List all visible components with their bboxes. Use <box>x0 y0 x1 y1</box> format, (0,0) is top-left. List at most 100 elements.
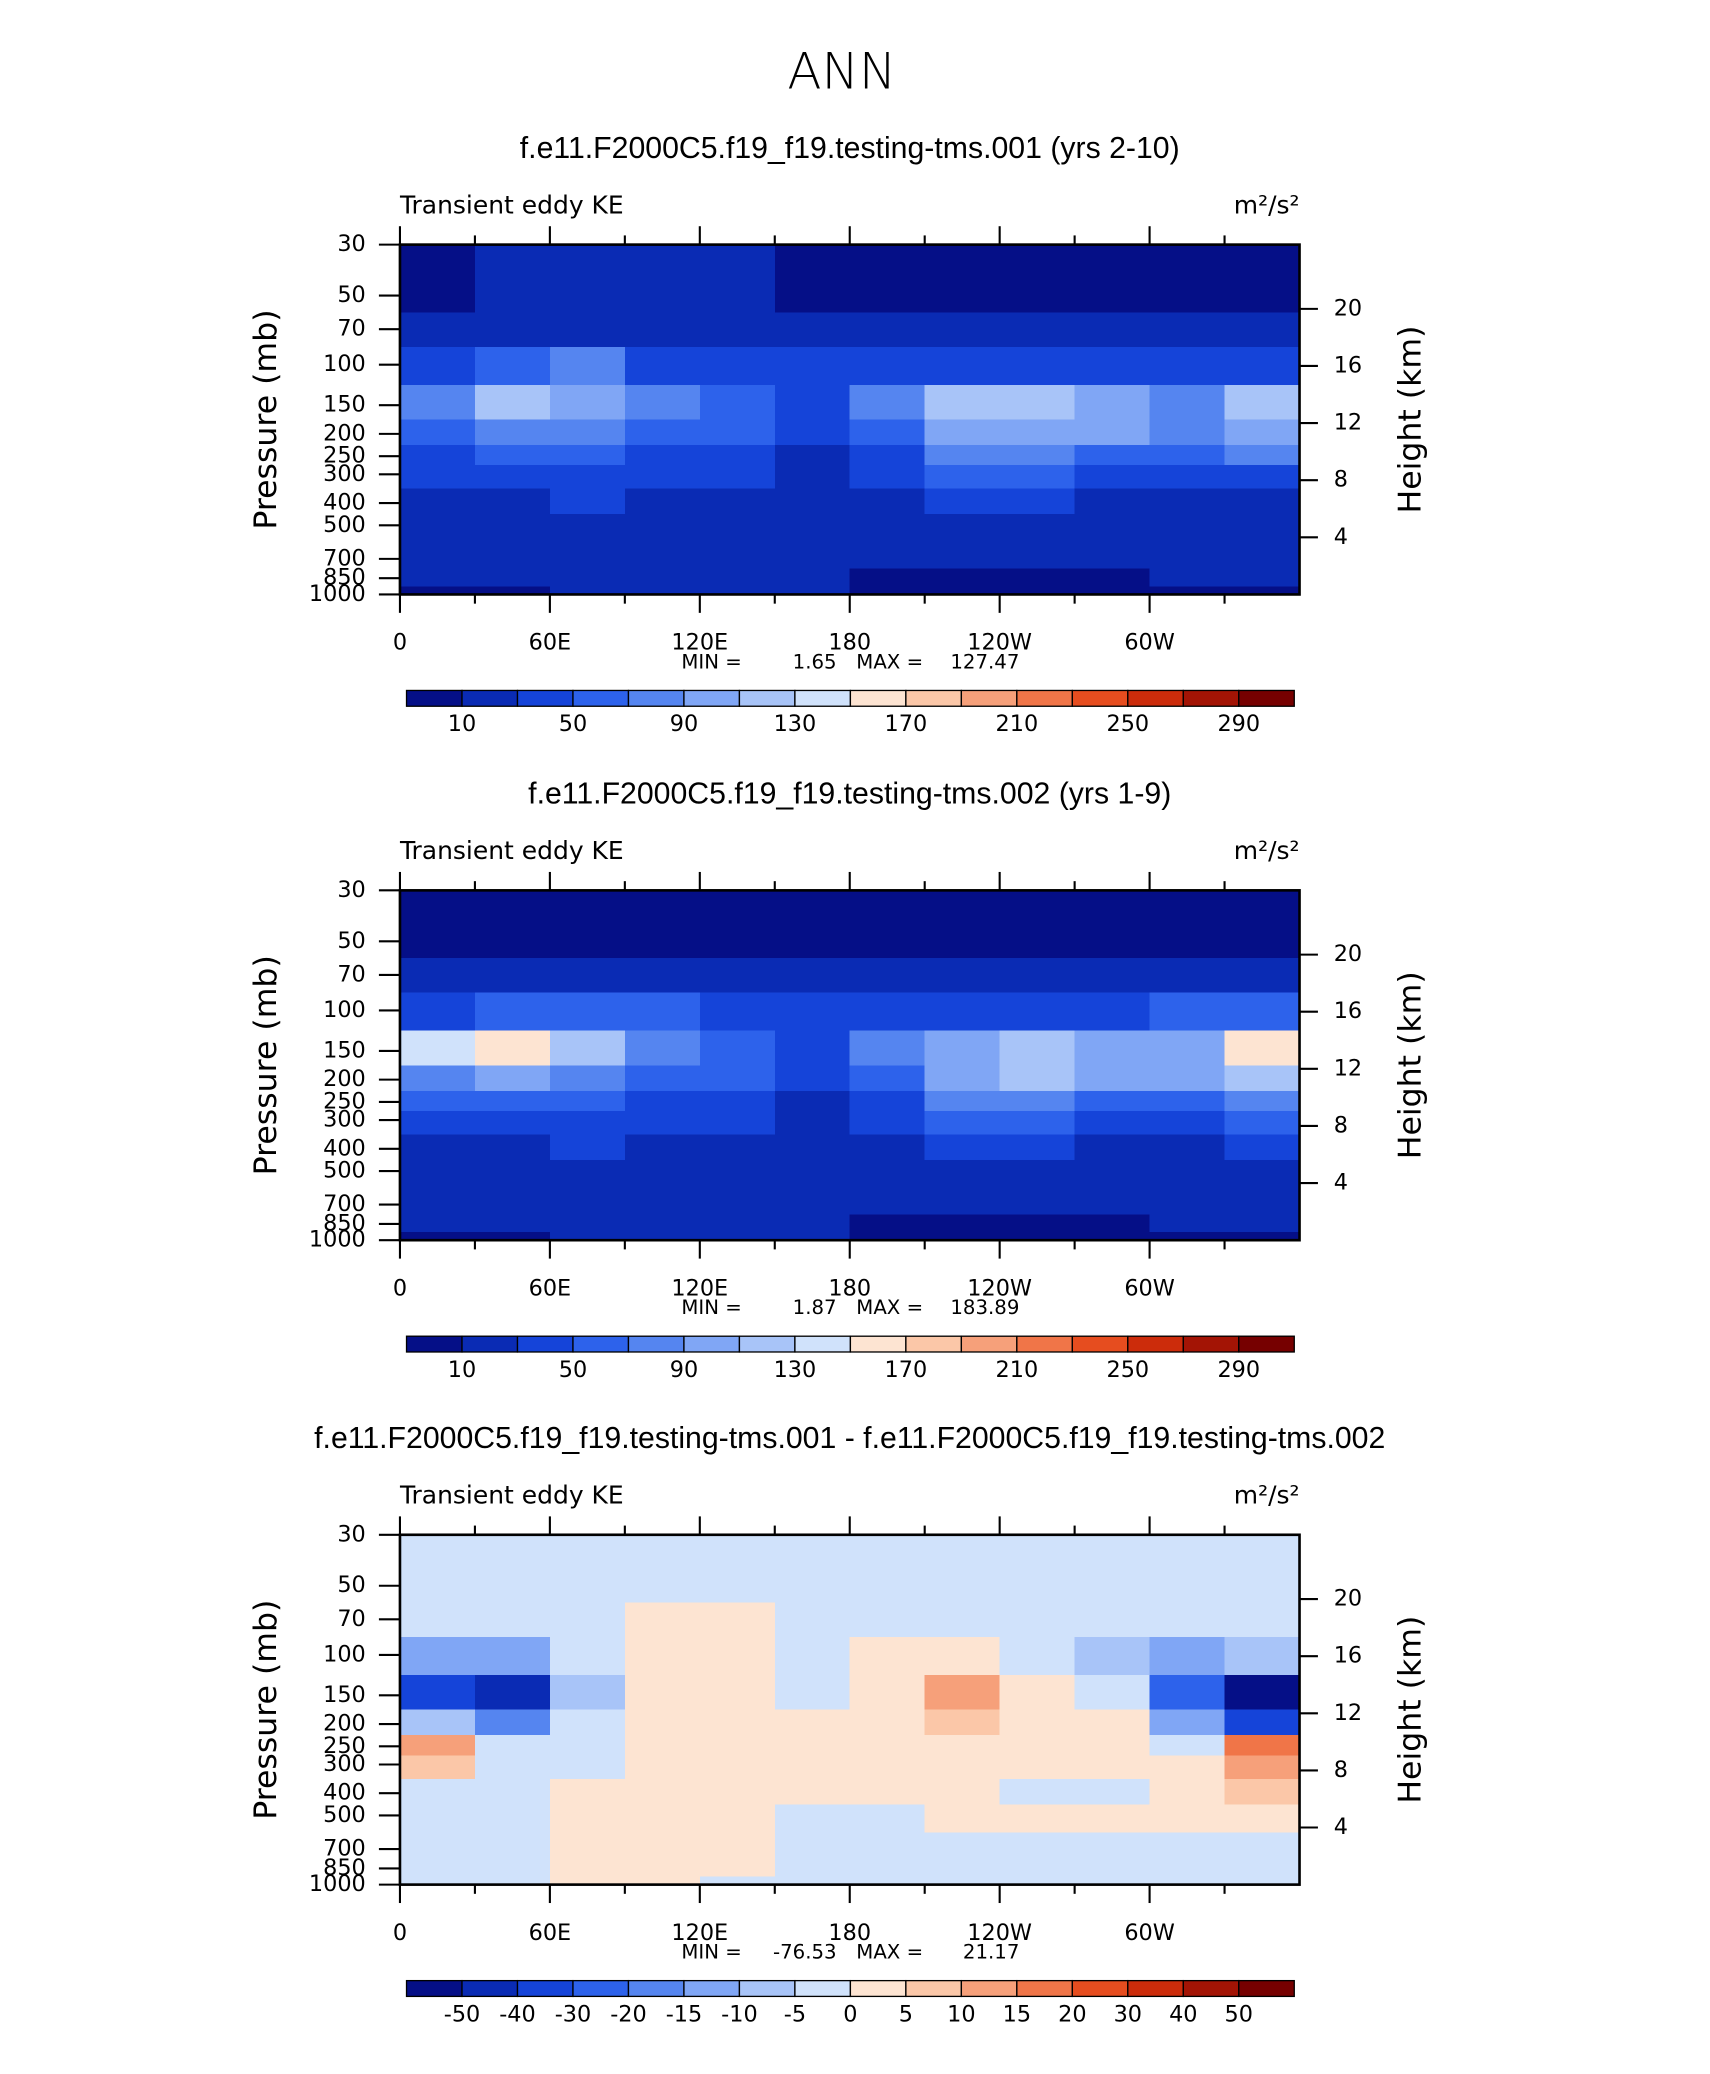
colorbar-box <box>905 1979 963 1998</box>
y-tick-label: 300 <box>323 1107 366 1133</box>
contour-cell <box>924 244 1001 271</box>
contour-cell <box>624 586 701 596</box>
x-tick-label: 0 <box>393 1275 407 1301</box>
contour-cell <box>999 1065 1076 1092</box>
contour-cell <box>1149 1778 1226 1806</box>
y-axis-title: Pressure (mb) <box>248 309 284 529</box>
contour-cell <box>549 1159 626 1189</box>
y2-tick-label: 12 <box>1334 1055 1362 1081</box>
left-label: Transient eddy KE <box>399 190 624 219</box>
colorbar-label: 170 <box>885 711 928 737</box>
contour-cell <box>474 568 551 588</box>
colorbar-box <box>1182 689 1240 707</box>
contour-cell <box>624 568 701 588</box>
contour-cell <box>924 1134 1001 1161</box>
contour-cell <box>699 1637 776 1676</box>
contour-cell <box>699 1675 776 1711</box>
contour-cell <box>399 1110 476 1136</box>
contour-cell <box>699 1755 776 1780</box>
colorbar-label: 10 <box>947 2001 975 2027</box>
contour-cell <box>624 1214 701 1233</box>
contour-cell <box>1149 346 1226 386</box>
colorbar-box <box>738 689 796 707</box>
contour-cell <box>1149 1065 1226 1092</box>
x-tick-label: 120W <box>967 1275 1032 1301</box>
contour-cell <box>999 465 1076 490</box>
colorbar-box <box>1071 1335 1129 1353</box>
contour-cell <box>849 1159 926 1189</box>
contour-cell <box>1149 514 1226 543</box>
contour-cell <box>474 1534 551 1562</box>
contour-cell <box>1224 586 1301 596</box>
y2-tick-label: 16 <box>1334 352 1362 378</box>
colorbar-box <box>627 1335 685 1353</box>
min-value: 1.87 <box>793 1296 837 1319</box>
contour-cell <box>924 1232 1001 1241</box>
y2-tick-label: 20 <box>1334 941 1362 967</box>
min-value: -76.53 <box>773 1941 837 1964</box>
contour-cell <box>924 488 1001 515</box>
colorbar-label: -5 <box>784 2001 806 2027</box>
contour-cell <box>774 1214 851 1233</box>
contour-cell <box>1224 1110 1301 1136</box>
contour-cell <box>774 1187 851 1216</box>
contour-cell <box>474 1735 551 1757</box>
colorbar-label: 90 <box>670 1357 698 1383</box>
contour-cell <box>924 1675 1001 1711</box>
contour-cell <box>774 1110 851 1136</box>
y2-axis-title: Height (km) <box>1392 971 1428 1159</box>
contour-cell <box>474 1778 551 1806</box>
contour-cell <box>774 384 851 421</box>
min-label: MIN = <box>681 1941 741 1964</box>
contour-cell <box>999 1232 1076 1241</box>
contour-cell <box>924 384 1001 421</box>
colorbar-box <box>1127 1335 1184 1353</box>
colorbar-box <box>627 1979 685 1998</box>
contour-cell <box>549 1804 626 1834</box>
contour-cell <box>699 1778 776 1806</box>
contour-cell <box>924 1602 1001 1638</box>
contour-cell <box>624 1735 701 1757</box>
contour-cell <box>699 1232 776 1241</box>
contour-cell <box>549 1709 626 1736</box>
colorbar-box <box>1182 1979 1240 1998</box>
contour-cell <box>1149 1030 1226 1067</box>
contour-cell <box>999 514 1076 543</box>
y-tick-label: 700 <box>323 1836 366 1862</box>
contour-cell <box>1224 1876 1301 1886</box>
contour-cell <box>624 384 701 421</box>
contour-cell <box>999 384 1076 421</box>
contour-cell <box>924 1560 1001 1604</box>
contour-cell <box>999 890 1076 917</box>
contour-cell <box>924 1735 1001 1757</box>
contour-cell <box>774 586 851 596</box>
contour-cell <box>774 1065 851 1092</box>
contour-cell <box>624 514 701 543</box>
y2-axis-title: Height (km) <box>1392 1616 1428 1804</box>
colorbar-box <box>1182 1335 1240 1353</box>
contour-cell <box>1074 992 1151 1032</box>
contour-cell <box>399 1876 476 1886</box>
contour-cell <box>924 419 1001 446</box>
contour-cell <box>624 915 701 959</box>
colorbar-box <box>572 689 630 707</box>
contour-cell <box>924 1214 1001 1233</box>
contour-cell <box>549 586 626 596</box>
contour-cell <box>999 1602 1076 1638</box>
right-label: m²/s² <box>1234 190 1300 219</box>
contour-cell <box>1224 915 1301 959</box>
contour-cell <box>549 1134 626 1161</box>
contour-cell <box>1149 1560 1226 1604</box>
contour-cell <box>1074 384 1151 421</box>
contour-cell <box>1074 465 1151 490</box>
contour-cell <box>1074 1187 1151 1216</box>
y-tick-label: 250 <box>323 443 366 469</box>
colorbar-box <box>516 1979 574 1998</box>
contour-cell <box>624 1709 701 1736</box>
contour-cell <box>474 445 551 467</box>
contour-cell <box>1149 270 1226 314</box>
contour-cell <box>474 1187 551 1216</box>
contour-cell <box>774 1832 851 1860</box>
contour-cell <box>1149 1675 1226 1711</box>
contour-cell <box>399 1187 476 1216</box>
